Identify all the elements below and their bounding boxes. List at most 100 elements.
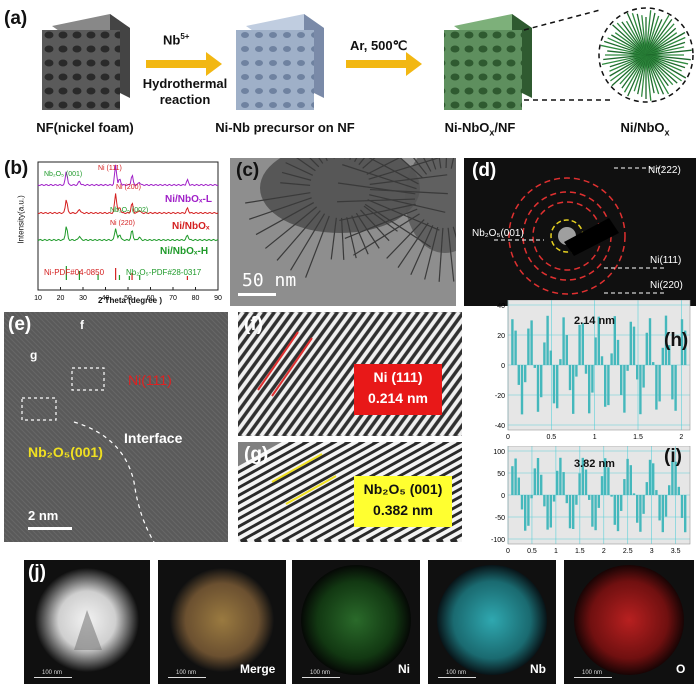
- svg-text:0: 0: [501, 363, 505, 370]
- svg-text:1: 1: [554, 548, 558, 555]
- eds-nb-image: [428, 560, 556, 684]
- panel-a-schematic: [42, 7, 694, 110]
- scale-text-j3: 100 nm: [310, 670, 331, 676]
- caption-precursor: Ni-Nb precursor on NF: [215, 120, 355, 135]
- scale-bar-j5: [574, 677, 612, 678]
- eds-merge-image: [158, 560, 286, 684]
- legend-H: Ni/NbOₓ-H: [160, 246, 209, 257]
- scale-text-j5: 100 nm: [582, 670, 603, 676]
- ref-nb: Nb₂O₅-PDF#28-0317: [126, 268, 202, 277]
- svg-text:2: 2: [602, 548, 606, 555]
- scale-bar-c: [238, 293, 276, 296]
- svg-text:20: 20: [497, 333, 505, 340]
- hrtem-image-e: [4, 312, 228, 542]
- box-g: g: [30, 348, 38, 362]
- svg-text:80: 80: [192, 295, 200, 302]
- ref-ni: Ni-PDF#04-0850: [44, 268, 105, 277]
- svg-text:40: 40: [497, 303, 505, 310]
- panel-i-label: (i): [664, 446, 682, 467]
- label-ni: Ni: [398, 662, 410, 676]
- scale-bar-j4: [438, 677, 476, 678]
- xrd-ylabel: Intensity(a.u.): [16, 195, 26, 244]
- i-value: 3.82 nm: [574, 458, 615, 470]
- label-o: O: [676, 662, 686, 676]
- precursor-cube: [236, 14, 324, 110]
- ann-nb001: Nb₂O₅ (001): [44, 171, 83, 178]
- svg-text:1: 1: [593, 434, 597, 440]
- g-spacing: 0.382 nm: [373, 502, 433, 518]
- ni-nbox-nf-cube: [444, 14, 532, 110]
- svg-text:1.5: 1.5: [633, 434, 643, 440]
- panel-b-label: (b): [4, 158, 29, 179]
- ring-ni111: Ni(111): [650, 255, 682, 266]
- svg-text:1.5: 1.5: [575, 548, 585, 555]
- saed-image-d: [464, 158, 696, 306]
- h-value: 2.14 nm: [574, 315, 615, 327]
- svg-text:0: 0: [506, 434, 510, 440]
- svg-text:-50: -50: [495, 515, 505, 522]
- ann-ni220: Ni (220): [110, 220, 135, 227]
- step2-text: Ar, 500℃: [350, 38, 408, 53]
- g-spacing-box: Nb₂O₅ (001) 0.382 nm: [354, 476, 452, 527]
- svg-text:90: 90: [214, 295, 222, 302]
- scale-text-j2: 100 nm: [176, 670, 197, 676]
- svg-text:40: 40: [102, 295, 110, 302]
- svg-text:0: 0: [501, 493, 505, 500]
- tem-image-c: [230, 158, 456, 306]
- svg-text:2: 2: [679, 434, 683, 440]
- label-nb: Nb: [530, 662, 546, 676]
- panel-a-label: (a): [4, 8, 28, 29]
- step1-text: Hydrothermal reaction: [142, 76, 228, 107]
- panel-g-label: (g): [244, 444, 269, 465]
- caption-ni-nbox: Ni/NbOx: [620, 120, 670, 138]
- panel-c-label: (c): [236, 160, 260, 181]
- legend-L: Ni/NbOₓ-L: [165, 194, 212, 205]
- label-merge: Merge: [240, 662, 276, 676]
- f-plane: Ni (111): [373, 369, 423, 385]
- box-f: f: [80, 318, 84, 332]
- svg-text:60: 60: [147, 295, 155, 302]
- svg-text:10: 10: [34, 295, 42, 302]
- ring-ni220: Ni(220): [650, 280, 683, 291]
- svg-text:100: 100: [493, 449, 505, 456]
- svg-text:0.5: 0.5: [546, 434, 556, 440]
- eds-o-image: [564, 560, 694, 684]
- arrow-1-icon: [146, 52, 222, 76]
- nickel-foam-cube: [42, 14, 130, 110]
- scale-text-j1: 100 nm: [42, 670, 63, 676]
- panel-e-label: (e): [8, 314, 32, 335]
- haadf-image: [24, 560, 150, 684]
- caption-ni-nbox-nf: Ni-NbOx/NF: [444, 120, 516, 138]
- svg-text:30: 30: [79, 295, 87, 302]
- panel-j-label: (j): [28, 562, 46, 583]
- svg-text:-100: -100: [491, 537, 505, 544]
- xrd-xlabel: 2 Theta (degree ): [97, 296, 162, 305]
- scale-text-e: 2 nm: [28, 508, 59, 523]
- ring-nb001: Nb₂O₅(001): [472, 228, 524, 239]
- f-spacing: 0.214 nm: [368, 390, 428, 406]
- step1-reagent: Nb5+: [163, 32, 190, 48]
- scale-bar-e: [28, 527, 72, 530]
- legend-mid: Ni/NbOₓ: [172, 221, 210, 232]
- ann-ni200: Ni (200): [116, 184, 141, 191]
- svg-text:0: 0: [506, 548, 510, 555]
- ann-ni111: Ni (111): [98, 165, 122, 172]
- scale-bar-j1: [34, 677, 72, 678]
- caption-nf: NF(nickel foam): [36, 120, 134, 135]
- svg-text:20: 20: [57, 295, 65, 302]
- ring-ni222: Ni(222): [648, 165, 681, 176]
- svg-text:3.5: 3.5: [671, 548, 681, 555]
- g-plane: Nb₂O₅ (001): [363, 481, 443, 497]
- svg-text:50: 50: [124, 295, 132, 302]
- panel-h-label: (h): [664, 330, 689, 351]
- xrd-chart: 10 20 30 40 50 60 70 80 90: [34, 161, 222, 302]
- scale-bar-j2: [168, 677, 206, 678]
- ann-nb002: Nb₂O₅ (002): [110, 207, 149, 214]
- f-spacing-box: Ni (111) 0.214 nm: [354, 364, 442, 415]
- svg-text:0.5: 0.5: [527, 548, 537, 555]
- scale-text-j4: 100 nm: [446, 670, 467, 676]
- panel-d-label: (d): [472, 160, 497, 181]
- arrow-2-icon: [346, 52, 422, 76]
